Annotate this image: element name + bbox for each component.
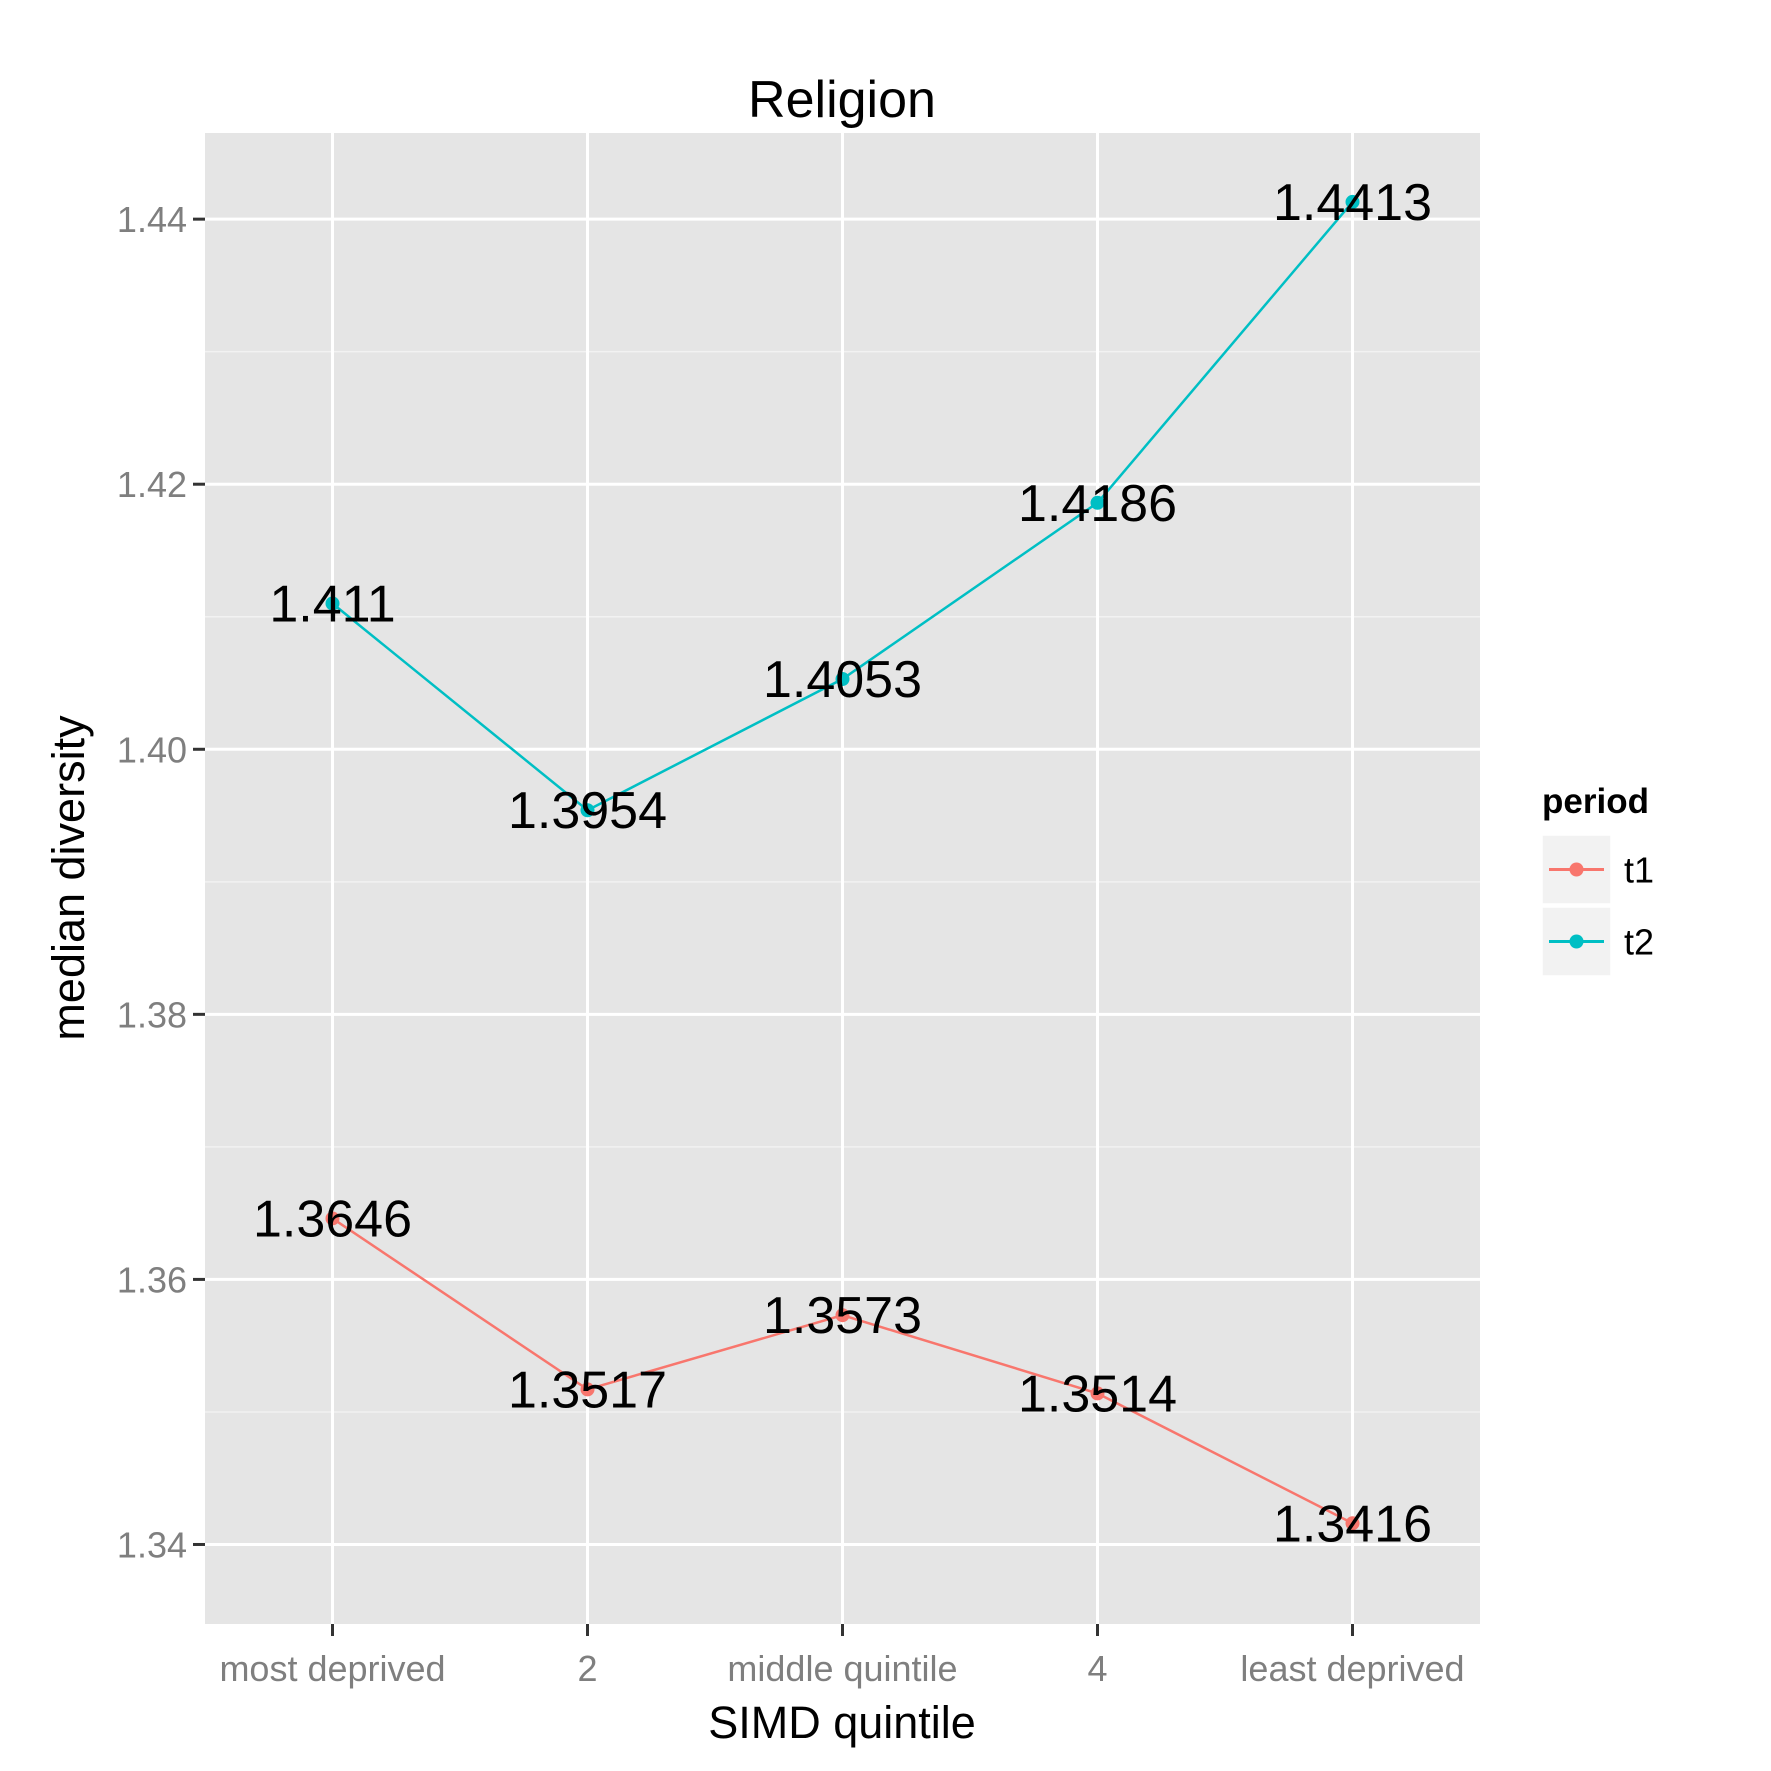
legend-label-t1: t1: [1624, 850, 1654, 891]
data-label-t2: 1.4186: [1018, 475, 1177, 533]
x-tick-labels: most deprived 2 middle quintile 4 least depr…: [219, 1648, 1464, 1689]
chart-title: Religion: [748, 71, 936, 129]
legend: period t1 t2: [1541, 782, 1654, 977]
y-tick-label: 1.42: [117, 464, 187, 505]
data-point-t1: [580, 1382, 595, 1397]
data-label-t1: 1.3517: [508, 1361, 667, 1419]
data-labels: 1.3646 1.3517 1.3573 1.3514 1.3416 1.411 1.395…: [253, 174, 1432, 1553]
y-tick-label: 1.36: [117, 1259, 187, 1300]
data-point-t2: [1090, 495, 1105, 510]
legend-key-point: [1569, 934, 1584, 949]
data-point-t2: [325, 596, 340, 611]
data-label-t1: 1.3573: [763, 1287, 922, 1345]
x-tick-label: least deprived: [1240, 1648, 1464, 1689]
data-label-t1: 1.3514: [1018, 1365, 1177, 1423]
axis-ticks: [193, 217, 1354, 1636]
x-tick-label: 2: [577, 1648, 597, 1689]
data-label-t1: 1.3646: [253, 1190, 412, 1248]
data-point-t2: [580, 803, 595, 818]
x-tick-label: 4: [1087, 1648, 1107, 1689]
data-point-t1: [325, 1211, 340, 1226]
legend-key-point: [1569, 862, 1584, 877]
data-point-t1: [835, 1308, 850, 1323]
series-points: [325, 194, 1360, 1531]
data-point-t1: [1090, 1386, 1105, 1401]
y-tick-label: 1.38: [117, 994, 187, 1035]
data-point-t2: [835, 672, 850, 687]
data-label-t1: 1.3416: [1273, 1495, 1432, 1553]
x-tick-label: most deprived: [219, 1648, 445, 1689]
x-tick-label: middle quintile: [727, 1648, 957, 1689]
y-tick-labels: 1.34 1.36 1.38 1.40 1.42 1.44: [117, 199, 187, 1565]
data-label-t2: 1.4053: [763, 651, 922, 709]
major-gridlines: [205, 133, 1480, 1624]
data-point-t2: [1345, 194, 1360, 209]
data-label-t2: 1.4413: [1273, 174, 1432, 232]
y-tick-label: 1.34: [117, 1524, 187, 1565]
y-tick-label: 1.44: [117, 199, 187, 240]
x-axis-title: SIMD quintile: [708, 1697, 976, 1748]
y-tick-label: 1.40: [117, 729, 187, 770]
legend-label-t2: t2: [1624, 922, 1654, 963]
data-label-t2: 1.411: [269, 575, 395, 633]
y-axis-title: median diversity: [43, 715, 94, 1041]
data-label-t2: 1.3954: [508, 782, 667, 840]
data-point-t1: [1345, 1516, 1360, 1531]
legend-title: period: [1542, 782, 1649, 821]
